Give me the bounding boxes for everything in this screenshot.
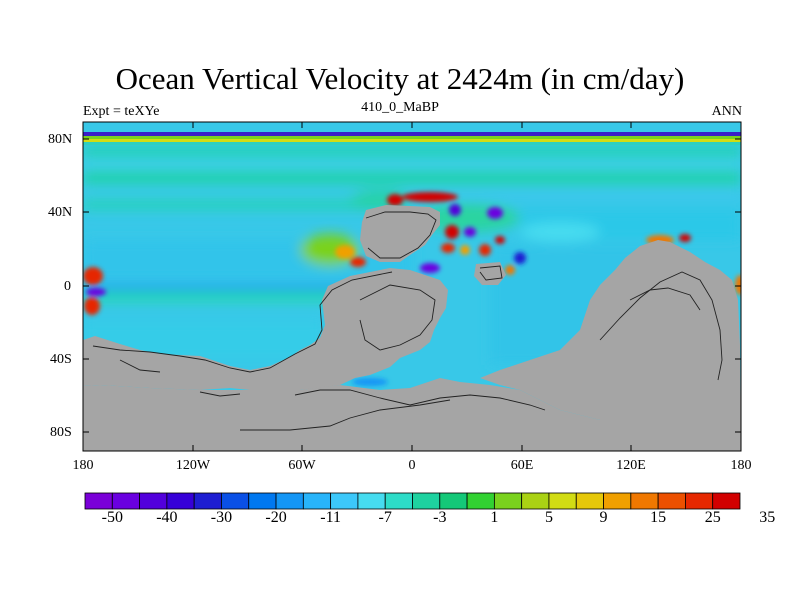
colorbar-label: 25	[704, 509, 721, 526]
colorbar-swatch-10	[357, 492, 386, 510]
colorbar-swatch-5	[221, 492, 250, 510]
landmass-east	[480, 240, 741, 451]
colorbar-swatch-9	[330, 492, 359, 510]
polar-strip-purple	[83, 132, 741, 136]
colorbar-label: 35	[759, 509, 776, 526]
lon-label-120w: 120W	[175, 458, 211, 473]
colorbar-label: -3	[433, 509, 447, 526]
colorbar-swatch-13	[439, 492, 468, 510]
landmass-west	[83, 268, 448, 392]
season-label: ANN	[711, 104, 742, 119]
colorbar-label: 5	[544, 509, 553, 526]
colorbar-swatch-20	[630, 492, 659, 510]
coastlines	[92, 211, 723, 431]
colorbar-swatch-0	[84, 492, 113, 510]
colorbar-swatch-23	[712, 492, 741, 510]
colorbar-label: -40	[156, 509, 178, 526]
lat-label-40s: 40S	[50, 352, 72, 367]
colorbar-swatch-17	[548, 492, 577, 510]
colorbar-swatch-7	[275, 492, 304, 510]
lon-label-60e: 60E	[510, 458, 534, 473]
landmass-north	[360, 205, 440, 262]
colorbar-label: -20	[265, 509, 287, 526]
lon-label-60w: 60W	[288, 458, 316, 473]
colorbar-label: -50	[101, 509, 123, 526]
lat-label-80n: 80N	[48, 132, 73, 147]
lon-label-180e: 180	[730, 458, 752, 473]
map-title: Ocean Vertical Velocity at 2424m (in cm/…	[115, 61, 685, 96]
colorbar-swatch-21	[657, 492, 686, 510]
time-label: 410_0_MaBP	[361, 100, 439, 115]
colorbar-label: -30	[210, 509, 233, 526]
land-masses	[83, 205, 741, 451]
colorbar-swatch-2	[139, 492, 168, 510]
axis-ticks	[82, 122, 742, 451]
colorbar-label: -11	[320, 509, 341, 526]
experiment-label: Expt = teXYe	[83, 104, 160, 119]
polar-strip-green	[83, 136, 741, 139]
colorbar-swatch-8	[302, 492, 332, 510]
colorbar-swatch-18	[575, 492, 604, 510]
colorbar-label: 9	[599, 509, 608, 526]
landmass-south	[83, 378, 600, 451]
colorbar-swatch-16	[521, 492, 550, 510]
lat-label-40n: 40N	[48, 205, 73, 220]
colorbar-swatch-11	[384, 492, 413, 510]
colorbar-swatch-19	[603, 492, 632, 510]
colorbar-swatch-15	[493, 492, 523, 510]
colorbar-swatch-1	[111, 492, 140, 510]
lon-label-120e: 120E	[616, 458, 646, 473]
colorbar-swatch-6	[248, 492, 277, 510]
lon-label-0: 0	[408, 458, 416, 473]
colorbar-label: 15	[650, 509, 667, 526]
colorbar-swatch-14	[466, 492, 495, 510]
lon-label-180w: 180	[72, 458, 94, 473]
colorbar-swatch-12	[412, 492, 441, 510]
colorbar-swatch-4	[193, 492, 222, 510]
colorbar-swatch-3	[166, 492, 195, 510]
colorbar-label: -7	[378, 509, 392, 526]
colorbar-label: 1	[490, 509, 499, 526]
lat-label-0: 0	[64, 279, 71, 294]
lat-label-80s: 80S	[50, 425, 72, 440]
colorbar-swatch-22	[685, 492, 714, 510]
